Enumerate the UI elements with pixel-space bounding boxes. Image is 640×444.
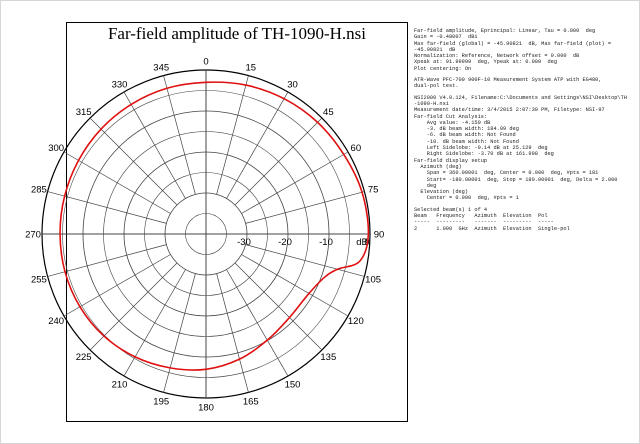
radial-tick-label: -20 — [278, 237, 292, 248]
angle-tick-label: 45 — [323, 107, 334, 118]
grid-spoke — [241, 254, 349, 317]
angle-tick-label: 90 — [374, 230, 385, 241]
grid-spoke — [226, 91, 289, 199]
info-line: Plot centering: On — [414, 65, 472, 72]
radial-tick-label: -30 — [237, 237, 251, 248]
angle-tick-label: 195 — [153, 397, 169, 408]
angle-tick-label: 225 — [76, 352, 92, 363]
polar-labels: 0 15 30 45 60 75 90 105 120 135 150 165 180 195 210 225… — [25, 57, 384, 414]
angle-tick-label: 210 — [112, 379, 128, 390]
angle-tick-label: 240 — [48, 316, 64, 327]
polar-grid — [41, 69, 371, 399]
angle-tick-label: 120 — [348, 316, 364, 327]
info-line: ----- --------- ------- --------- ----- — [414, 219, 554, 226]
info-line: Span = 360.00001 deg, Center = 0.000 deg… — [414, 170, 599, 177]
info-line: NSI2000 V4.0.124, Filename:C:\Documents … — [414, 94, 627, 101]
info-line: -1090-H.nsi — [414, 100, 449, 107]
angle-tick-label: 270 — [25, 230, 41, 241]
plot-panel — [66, 22, 408, 422]
angle-tick-label: 345 — [153, 62, 169, 73]
grid-spoke — [216, 75, 249, 195]
angle-tick-label: 330 — [112, 80, 128, 91]
info-line: Far-field display setup — [414, 157, 488, 164]
angle-tick-label: 165 — [243, 397, 259, 408]
grid-spoke — [63, 254, 171, 317]
info-line: -3. dB beam width: 184.09 deg — [414, 126, 519, 133]
info-line: Azimuth (deg) — [414, 163, 462, 170]
grid-spoke — [234, 262, 323, 351]
info-line: Beam Frequency Azimuth Elevation Pol — [414, 213, 548, 220]
info-line: Center = 0.000 deg, #pts = 1 — [414, 195, 519, 202]
grid-spoke — [123, 91, 186, 199]
angle-tick-label: 75 — [368, 185, 379, 196]
angle-tick-label: 105 — [365, 274, 381, 285]
info-line: Normalization: Reference, Network offset… — [414, 53, 580, 60]
info-line: Xpeak at: 91.99999 deg, Ypeak at: 0.000 … — [414, 59, 558, 66]
angle-tick-label: 0 — [203, 57, 208, 68]
angle-tick-label: 285 — [31, 185, 47, 196]
info-line: Start= -180.00001 deg, Stop = 180.00001 … — [414, 176, 618, 183]
grid-spoke — [89, 262, 178, 351]
grid-spoke — [245, 244, 365, 277]
radial-tick-label: -10 — [319, 237, 333, 248]
angle-tick-label: 300 — [48, 143, 64, 154]
info-line: Left Sidelobe: -0.14 dB at 25.129 deg — [414, 145, 548, 152]
info-line: -10. dB beam width: Not Found — [414, 138, 519, 145]
info-line: Max far-field (global) = -45.90821 dB, M… — [414, 40, 612, 47]
info-line: ATR-Wave PFC-700 900F-10 Measurement Sys… — [414, 77, 602, 84]
info-line: Avg value: -4.150 dB — [414, 119, 491, 126]
info-line: 2 1.090 GHz Azimuth Elevation Single-pol — [414, 225, 570, 232]
info-line: Measurement date/time: 3/4/2015 2:07:30 … — [414, 107, 605, 114]
info-line: Far-field amplitude, Eprincipal: Linear,… — [414, 28, 596, 34]
angle-tick-label: 60 — [351, 143, 362, 154]
grid-spoke — [245, 191, 365, 224]
info-line: Gain = -0.48007 dBi — [414, 34, 478, 41]
info-line: Right Sidelobe: -3.70 dB at 161.998 deg — [414, 151, 554, 158]
angle-tick-label: 30 — [287, 80, 298, 91]
grid-spoke — [123, 269, 186, 377]
grid-spoke — [163, 273, 196, 393]
info-line: dual-pol test. — [414, 83, 459, 90]
angle-tick-label: 15 — [245, 62, 256, 73]
angle-tick-label: 135 — [320, 352, 336, 363]
info-line: Selected beam(s) 1 of 4 — [414, 206, 488, 213]
angle-tick-label: 180 — [198, 403, 214, 414]
grid-spoke — [63, 151, 171, 214]
info-line: deg — [414, 182, 437, 189]
chart-title: Far-field amplitude of TH-1090-H.nsi — [107, 24, 367, 43]
angle-tick-label: 315 — [76, 107, 92, 118]
angle-tick-label: 150 — [285, 379, 301, 390]
grid-spoke — [89, 117, 178, 206]
grid-spoke — [234, 117, 323, 206]
grid-spoke — [47, 191, 167, 224]
measurement-info-panel: Far-field amplitude, Eprincipal: Linear,… — [414, 28, 638, 232]
grid-spoke — [226, 269, 289, 377]
angle-tick-label: 255 — [31, 274, 47, 285]
radial-unit-label: dB — [356, 237, 368, 248]
polar-series — [59, 81, 370, 371]
info-line: -6. dB beam width: Not Found — [414, 132, 516, 139]
info-line: Far-field Cut Analysis: — [414, 113, 488, 120]
grid-spoke — [47, 244, 167, 277]
grid-spoke — [216, 273, 249, 393]
grid-spoke — [163, 75, 196, 195]
grid-spoke — [241, 151, 349, 214]
info-line: Elevation (deg) — [414, 189, 469, 196]
info-line: -45.90821 dB — [414, 46, 456, 53]
series-line — [59, 81, 370, 371]
